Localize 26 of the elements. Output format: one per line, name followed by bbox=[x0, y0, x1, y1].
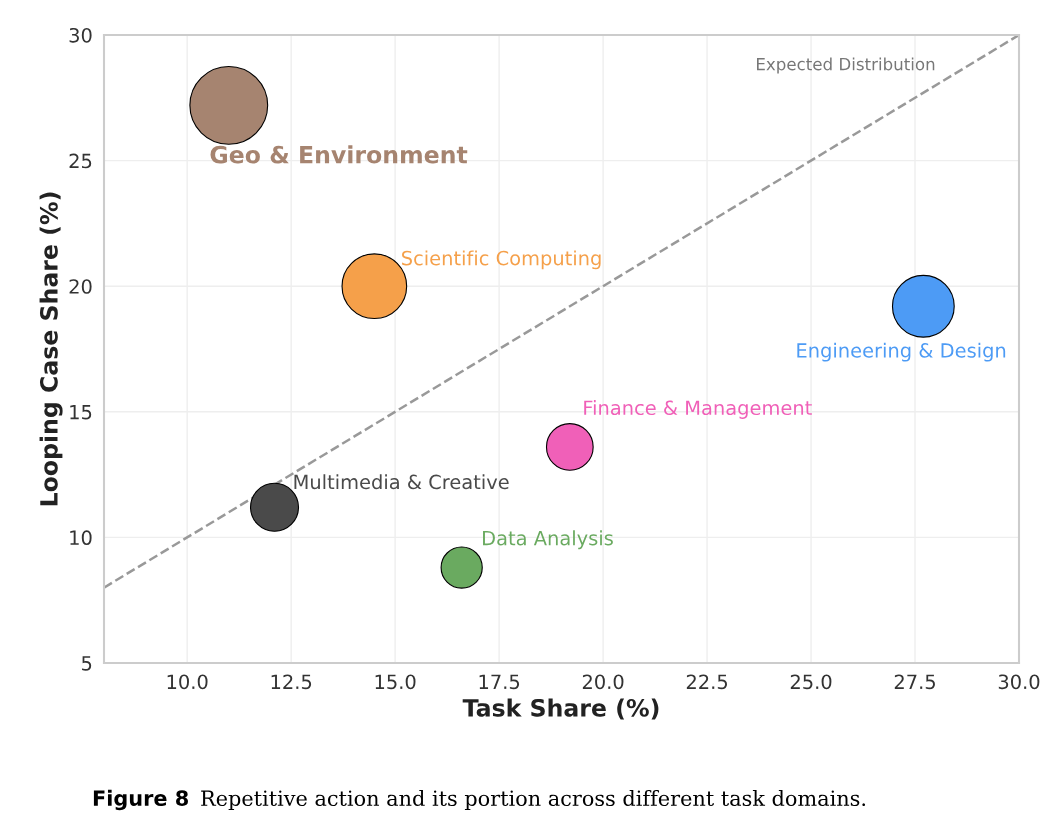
series-label: Finance & Management bbox=[584, 400, 812, 419]
x-tick-label: 20.0 bbox=[582, 674, 624, 690]
series-label: Geo & Environment bbox=[210, 145, 468, 164]
y-tick-label: 5 bbox=[82, 656, 92, 671]
series-label: Multimedia & Creative bbox=[294, 474, 509, 490]
x-tick-label: 17.5 bbox=[479, 674, 520, 690]
x-tick-label: 30.0 bbox=[998, 674, 1040, 690]
x-axis-title: Task Share (%) bbox=[462, 698, 659, 720]
x-tick-label: 10.0 bbox=[167, 674, 208, 690]
y-tick-label: 25 bbox=[69, 153, 92, 169]
text: Repetitive action and its portion across different task domains. bbox=[201, 789, 866, 811]
x-tick-label: 15.0 bbox=[375, 674, 416, 690]
x-tick-label: 22.5 bbox=[686, 674, 728, 690]
series-label: Scientific Computing bbox=[402, 250, 601, 270]
y-tick-label: 20 bbox=[69, 279, 92, 294]
y-tick-label: 10 bbox=[70, 530, 92, 546]
x-tick-label: 27.5 bbox=[894, 674, 935, 690]
y-axis-title: Looping Case Share (%) bbox=[39, 192, 63, 506]
series-label: Expected Distribution bbox=[757, 57, 935, 74]
series-label: Data Analysis bbox=[483, 530, 613, 550]
y-tick-label: 30 bbox=[69, 27, 92, 43]
caption: Figure 8 bbox=[93, 789, 188, 811]
y-tick-label: 15 bbox=[70, 405, 92, 420]
x-tick-label: 12.5 bbox=[271, 674, 312, 690]
x-tick-label: 25.0 bbox=[790, 674, 832, 690]
series-label: Engineering & Design bbox=[797, 342, 1006, 362]
